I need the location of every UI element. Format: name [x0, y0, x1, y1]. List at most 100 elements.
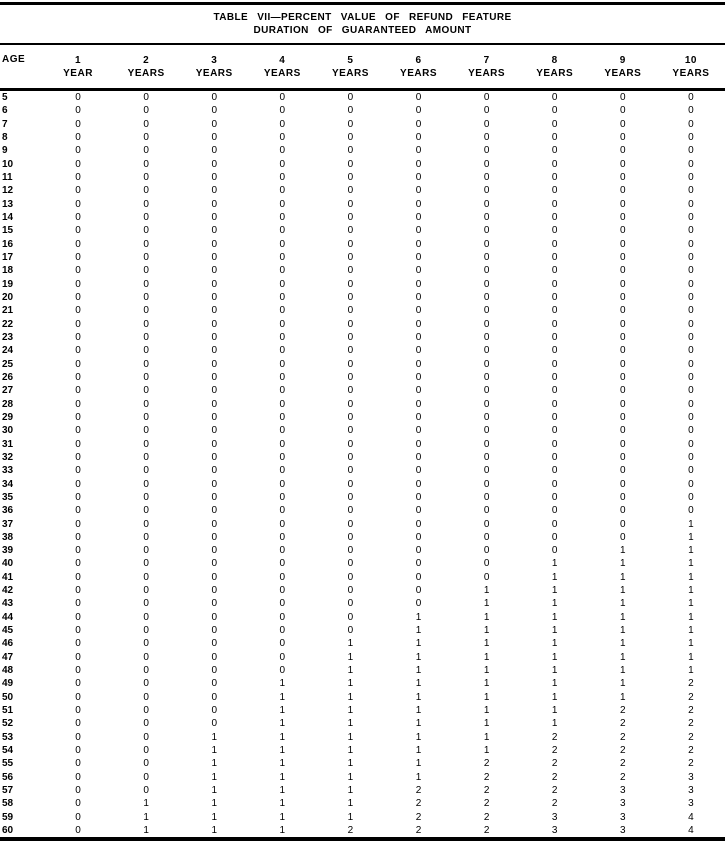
value-cell: 1	[347, 651, 354, 663]
duration-number: 7	[483, 55, 490, 66]
table-row: 24 0 0 0 0 0 0 0 0 0 0	[0, 344, 725, 357]
value-cell: 2	[415, 785, 422, 797]
value-cell: 0	[143, 758, 149, 770]
value-cell: 0	[75, 825, 81, 837]
age-cell: 54	[2, 745, 14, 757]
value-cell: 0	[279, 211, 286, 223]
table-row: 57 0 0 1 1 1 2 2 2 3 3	[0, 784, 725, 797]
value-cell: 0	[75, 611, 81, 623]
table-header-row: AGE 1 YEAR 2 YEARS 3 YEARS 4 YEARS 5 YEARS 6 YEARS 7…	[0, 45, 725, 88]
value-cell: 1	[415, 758, 422, 770]
value-cell: 2	[620, 771, 626, 783]
table-row: 17 0 0 0 0 0 0 0 0 0 0	[0, 251, 725, 264]
value-cell: 1	[688, 625, 694, 637]
value-cell: 0	[279, 265, 286, 277]
value-cell: 0	[279, 92, 286, 103]
value-cell: 0	[483, 131, 490, 143]
value-cell: 0	[211, 651, 218, 663]
value-cell: 0	[483, 291, 490, 303]
value-cell: 0	[483, 305, 490, 317]
value-cell: 0	[143, 105, 149, 117]
value-cell: 0	[415, 571, 422, 583]
age-cell: 45	[2, 625, 14, 637]
value-cell: 0	[211, 531, 218, 543]
value-cell: 0	[211, 665, 218, 677]
value-cell: 1	[551, 665, 558, 677]
value-cell: 0	[551, 545, 558, 557]
value-cell: 1	[620, 545, 626, 557]
age-cell: 8	[2, 131, 8, 143]
value-cell: 0	[211, 198, 218, 210]
value-cell: 0	[620, 385, 626, 397]
table-row: 23 0 0 0 0 0 0 0 0 0 0	[0, 331, 725, 344]
value-cell: 1	[483, 745, 490, 757]
value-cell: 0	[688, 131, 694, 143]
value-cell: 0	[620, 318, 626, 330]
duration-column-header: 6 YEARS	[384, 54, 452, 88]
value-cell: 0	[415, 398, 422, 410]
table-row: 43 0 0 0 0 0 0 1 1 1 1	[0, 597, 725, 610]
age-cell: 36	[2, 505, 14, 517]
age-cell: 58	[2, 798, 14, 810]
value-cell: 0	[75, 425, 81, 437]
value-cell: 0	[347, 518, 354, 530]
value-cell: 2	[620, 731, 626, 743]
value-cell: 0	[75, 105, 81, 117]
age-cell: 17	[2, 251, 14, 263]
value-cell: 1	[415, 771, 422, 783]
value-cell: 3	[688, 798, 694, 810]
value-cell: 0	[551, 331, 558, 343]
value-cell: 0	[211, 518, 218, 530]
value-cell: 0	[415, 491, 422, 503]
value-cell: 0	[75, 345, 81, 357]
value-cell: 0	[75, 451, 81, 463]
value-cell: 0	[143, 611, 149, 623]
table-row: 11 0 0 0 0 0 0 0 0 0 0	[0, 171, 725, 184]
value-cell: 0	[620, 531, 626, 543]
value-cell: 0	[347, 92, 354, 103]
value-cell: 1	[551, 718, 558, 730]
value-cell: 1	[211, 811, 218, 823]
value-cell: 0	[620, 371, 626, 383]
value-cell: 0	[620, 358, 626, 370]
value-cell: 0	[211, 318, 218, 330]
value-cell: 0	[415, 345, 422, 357]
duration-number: 5	[347, 55, 354, 66]
table-row: 9 0 0 0 0 0 0 0 0 0 0	[0, 144, 725, 157]
value-cell: 0	[75, 385, 81, 397]
value-cell: 0	[279, 518, 286, 530]
value-cell: 0	[415, 371, 422, 383]
duration-column-header: 3 YEARS	[180, 54, 248, 88]
value-cell: 0	[211, 345, 218, 357]
value-cell: 0	[551, 491, 558, 503]
value-cell: 0	[483, 265, 490, 277]
value-cell: 0	[75, 745, 81, 757]
value-cell: 0	[415, 158, 422, 170]
value-cell: 0	[415, 185, 422, 197]
value-cell: 0	[75, 798, 81, 810]
value-cell: 0	[551, 225, 558, 237]
duration-unit: YEARS	[536, 68, 574, 79]
value-cell: 1	[211, 745, 218, 757]
age-cell: 38	[2, 531, 14, 543]
age-cell: 47	[2, 651, 14, 663]
value-cell: 0	[620, 92, 626, 103]
table-row: 39 0 0 0 0 0 0 0 0 1 1	[0, 544, 725, 557]
value-cell: 1	[483, 731, 490, 743]
age-cell: 14	[2, 211, 14, 223]
value-cell: 0	[211, 638, 218, 650]
value-cell: 1	[620, 611, 626, 623]
value-cell: 0	[143, 478, 149, 490]
table-row: 35 0 0 0 0 0 0 0 0 0 0	[0, 491, 725, 504]
value-cell: 0	[483, 491, 490, 503]
value-cell: 1	[620, 638, 626, 650]
value-cell: 0	[279, 291, 286, 303]
value-cell: 0	[211, 118, 218, 130]
value-cell: 0	[143, 785, 149, 797]
value-cell: 1	[347, 678, 354, 690]
value-cell: 0	[143, 651, 149, 663]
value-cell: 0	[211, 105, 218, 117]
value-cell: 0	[415, 291, 422, 303]
value-cell: 1	[143, 811, 149, 823]
age-cell: 50	[2, 691, 14, 703]
